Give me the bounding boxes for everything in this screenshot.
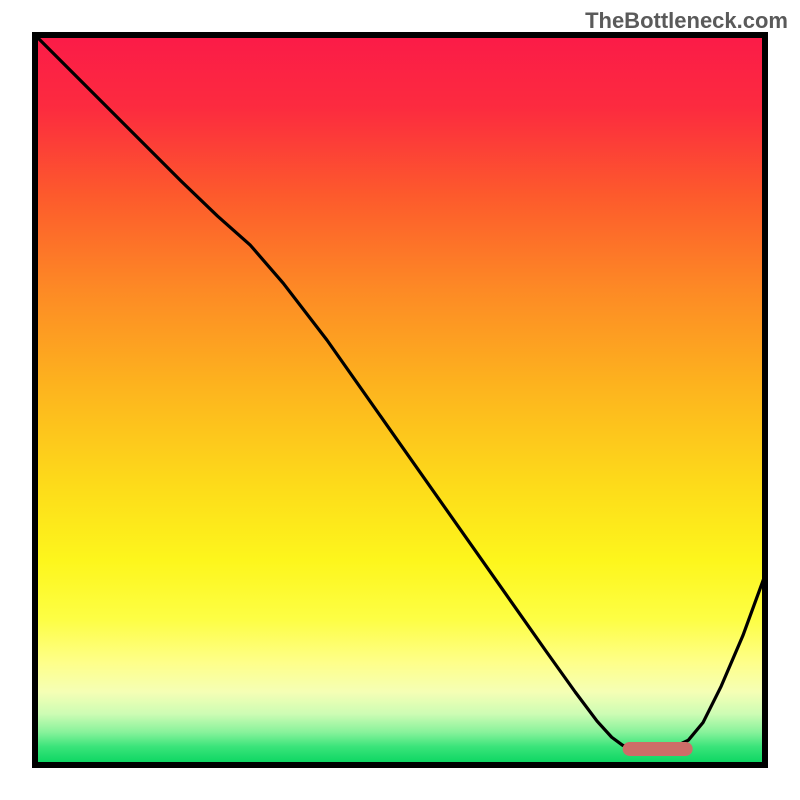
chart-container: TheBottleneck.com — [0, 0, 800, 800]
optimal-marker — [623, 742, 693, 756]
bottleneck-chart — [0, 0, 800, 800]
